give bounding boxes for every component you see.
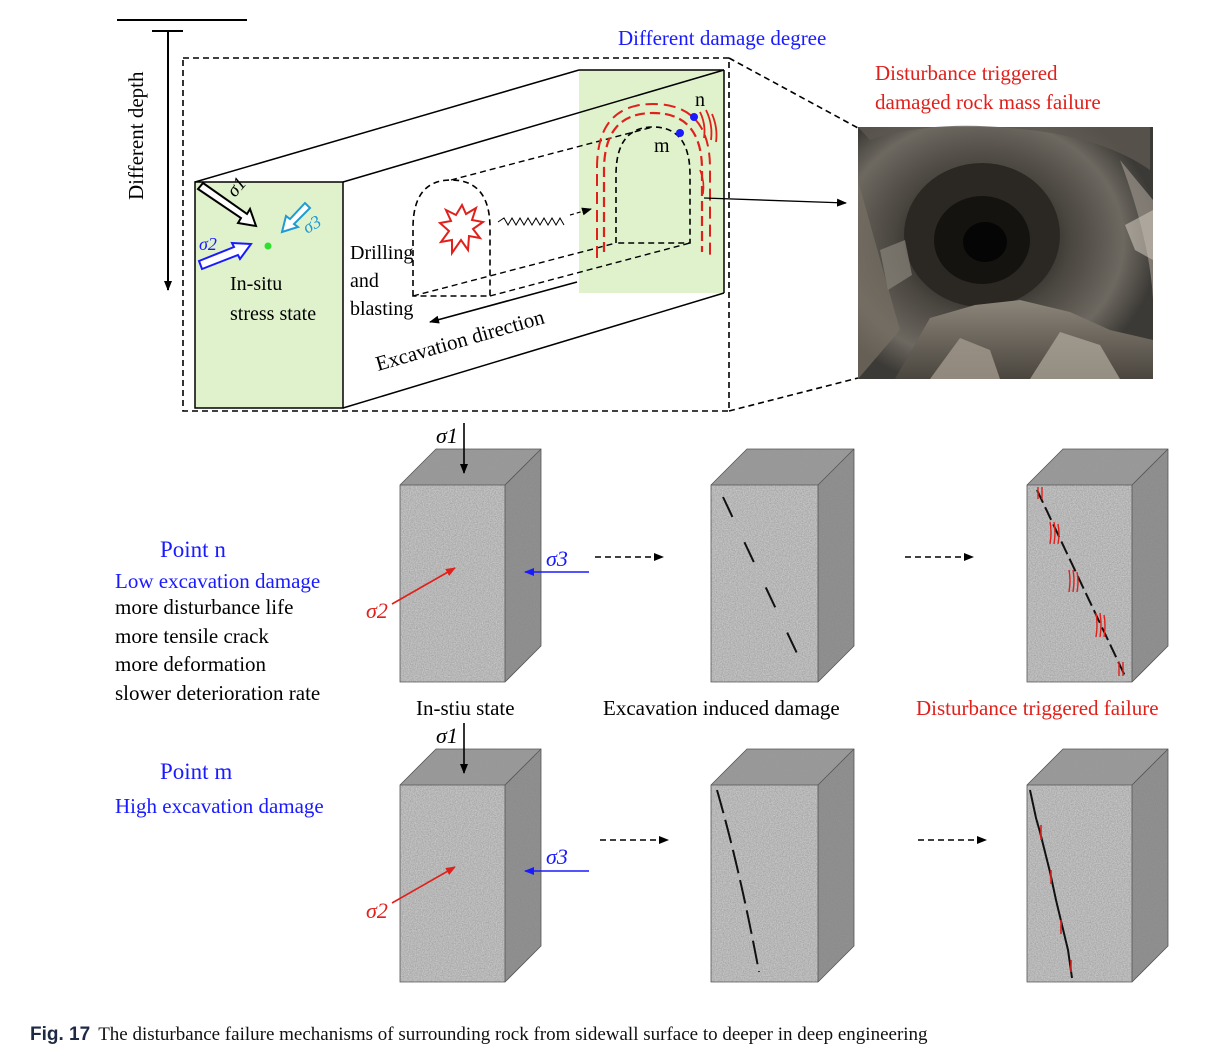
- failure-title-1: Disturbance triggered: [875, 61, 1058, 85]
- point-n-line-3: more deformation: [115, 652, 267, 676]
- cube-m-failure: [1026, 748, 1169, 983]
- damage-zone: [602, 111, 704, 252]
- point-m-subtitle: High excavation damage: [115, 794, 324, 818]
- caption-text: The disturbance failure mechanisms of su…: [98, 1024, 928, 1045]
- sigma1-hollow-arrow: [196, 181, 258, 228]
- point-n-dot: [690, 113, 698, 121]
- point-n-line-2: more tensile crack: [115, 624, 269, 648]
- cube-m-excavation: [710, 748, 855, 983]
- sigma2-top-label: σ2: [199, 234, 217, 254]
- stage-excavation-label: Excavation induced damage: [603, 696, 840, 720]
- drilling-label-1: Drilling: [350, 242, 413, 264]
- cube-n-failure: [1026, 448, 1169, 683]
- n-sigma2-label: σ2: [366, 598, 388, 623]
- m-sigma2-label: σ2: [366, 898, 388, 923]
- depth-indicator: Different depth: [117, 19, 247, 291]
- drilling-label-2: and: [350, 270, 379, 292]
- sigma3-hollow-arrow: [280, 201, 312, 234]
- m-sigma3-label: σ3: [546, 844, 568, 869]
- point-n-label: n: [695, 89, 705, 111]
- insitu-label-2: stress state: [230, 303, 316, 325]
- n-sigma3-label: σ3: [546, 546, 568, 571]
- stage-insitu-label: In-stiu state: [416, 696, 515, 720]
- row-m: σ1 σ3 σ2: [115, 723, 1169, 983]
- point-n-subtitle: Low excavation damage: [115, 569, 320, 593]
- cube-n-excavation: [710, 448, 855, 683]
- cube-m-insitu: [399, 748, 542, 983]
- point-n-title: Point n: [160, 537, 226, 562]
- figure-number: Fig. 17: [30, 1024, 91, 1045]
- sigma2-hollow-arrow: [197, 241, 253, 271]
- drilling-label-3: blasting: [350, 298, 413, 320]
- depth-label: Different depth: [124, 71, 148, 200]
- point-m-title: Point m: [160, 759, 232, 784]
- point-n-line-4: slower deterioration rate: [115, 681, 320, 705]
- tunnel-failure-photo: [858, 125, 1153, 379]
- n-sigma1-label: σ1: [436, 423, 458, 448]
- point-m-dot: [676, 129, 684, 137]
- figure-caption: Fig. 17 The disturbance failure mechanism…: [30, 1024, 1200, 1046]
- point-m-label: m: [654, 135, 670, 157]
- tunnel-block: n m σ1 σ2 σ3 In-situ stress state Drilli…: [194, 69, 847, 409]
- explosion-icon: [437, 202, 486, 257]
- insitu-label-1: In-situ: [230, 273, 282, 295]
- front-face: [194, 181, 344, 409]
- top-frame: [182, 57, 730, 412]
- m-sigma1-label: σ1: [436, 723, 458, 748]
- damage-degree-label: Different damage degree: [618, 26, 826, 50]
- stage-failure-label: Disturbance triggered failure: [916, 696, 1159, 720]
- stress-point: [264, 242, 272, 250]
- cube-n-insitu: [399, 448, 542, 683]
- failure-title-2: damaged rock mass failure: [875, 90, 1101, 114]
- row-n: σ1 σ3 σ2: [115, 423, 1169, 720]
- point-n-line-1: more disturbance life: [115, 595, 293, 619]
